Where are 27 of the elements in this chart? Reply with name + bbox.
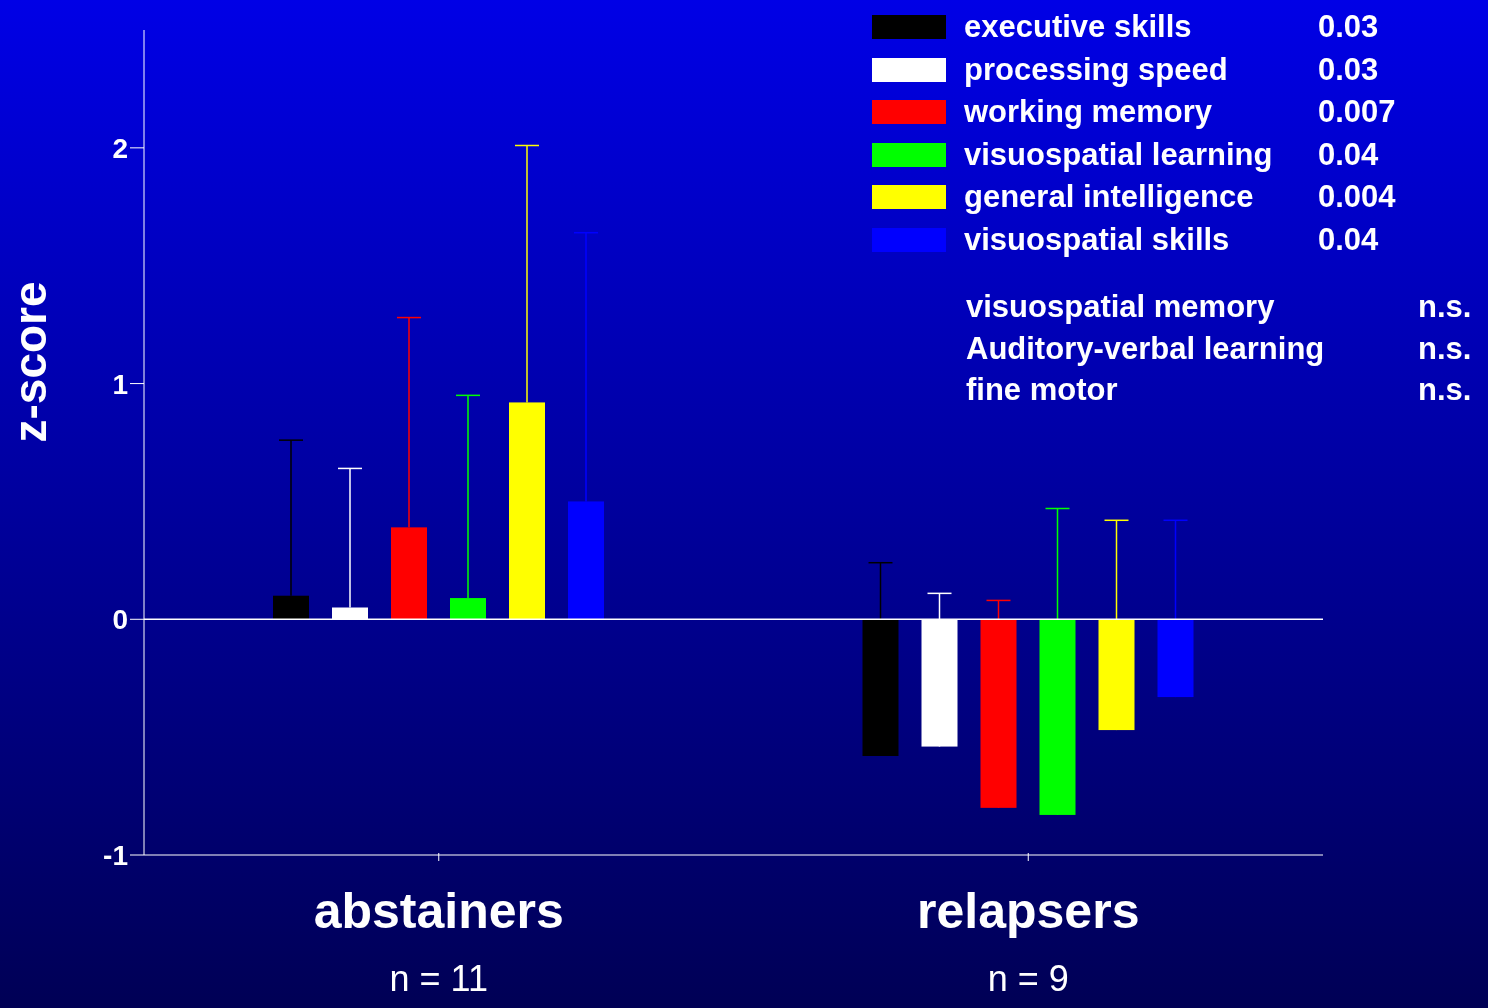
annotation: 0.004 xyxy=(1318,179,1396,216)
y-tick-label: 1 xyxy=(112,368,128,400)
legend-label: processing speed xyxy=(964,51,1229,88)
legend-label: visuospatial skills xyxy=(964,221,1231,258)
annotation: 0.03 xyxy=(1318,9,1379,46)
y-tick-label: -1 xyxy=(103,839,128,871)
y-axis-title: z-score xyxy=(4,281,57,443)
annotation: Auditory-verbal learning xyxy=(966,330,1326,368)
annotation: 0.04 xyxy=(1318,221,1379,258)
y-tick-label: 2 xyxy=(112,132,128,164)
x-tick-label: relapsers xyxy=(917,883,1140,939)
x-tick-label: abstainers xyxy=(313,883,564,939)
text: n.s. xyxy=(1418,289,1472,326)
text: n.s. xyxy=(1418,330,1472,368)
annotation: 0.03 xyxy=(1318,51,1379,88)
legend-label: working memory xyxy=(964,94,1214,131)
legend-label: general intelligence xyxy=(964,179,1255,216)
text: n.s. xyxy=(1418,372,1472,409)
text: n = 11 xyxy=(389,958,488,999)
annotation: fine motor xyxy=(966,372,1119,409)
annotation: 0.04 xyxy=(1318,136,1379,173)
annotation: 0.007 xyxy=(1318,94,1396,131)
legend-label: executive skills xyxy=(964,9,1193,46)
legend-label: visuospatial learning xyxy=(964,136,1274,173)
y-tick-label: 0 xyxy=(112,604,128,636)
text: n = 9 xyxy=(987,958,1069,999)
annotation: visuospatial memory xyxy=(966,289,1276,326)
